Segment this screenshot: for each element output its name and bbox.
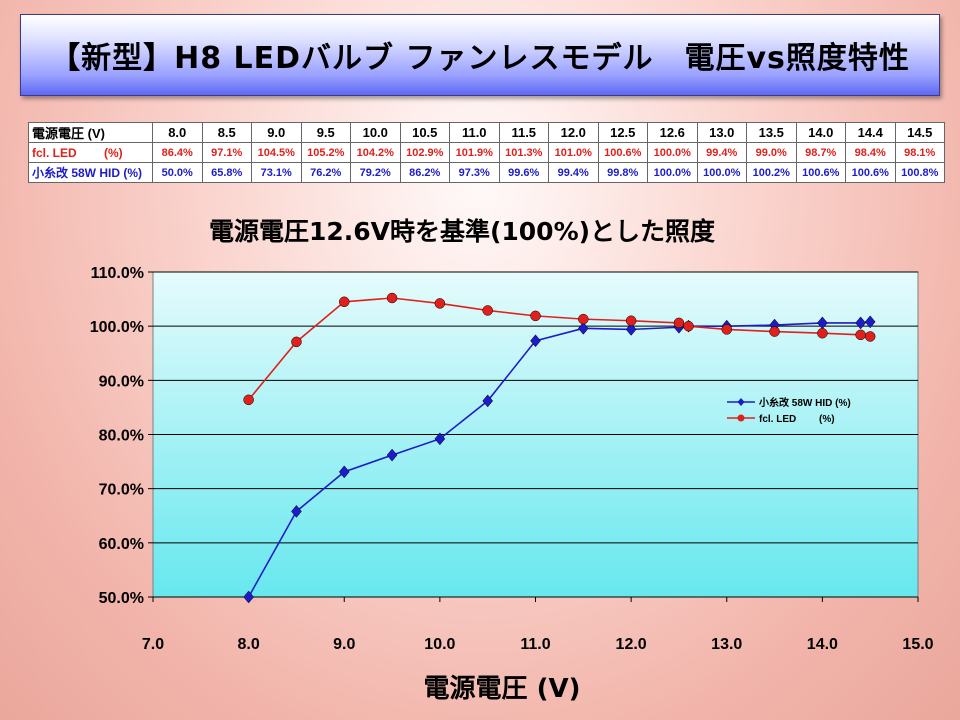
x-axis-title: 電源電圧 (V) [424,674,581,704]
legend-swatch-marker [737,398,745,406]
y-tick-label: 50.0% [99,590,144,607]
table-header-cell: 11.0 [449,122,500,143]
data-point [482,305,493,316]
data-point [817,327,828,339]
table-cell: 97.3% [449,162,500,183]
x-tick-label: 11.0 [520,636,550,653]
data-table: 電源電圧 (V) 8.0 8.5 9.0 9.5 10.0 10.5 11.0 11.5 12.0… [28,122,945,183]
x-tick-label: 9.0 [333,636,355,653]
data-point [243,394,254,406]
y-tick-label: 80.0% [99,428,144,445]
data-point [625,323,637,336]
table-cell: 105.2% [300,142,351,163]
data-point [673,317,685,329]
table-header-cell: 14.4 [845,122,896,143]
data-point [530,310,541,322]
y-tick-label: 70.0% [99,482,144,499]
legend-swatch-marker [737,414,745,422]
legend: 小糸改 58W HID (%) fcl. LED (%) [727,396,851,425]
y-tick-label: 60.0% [99,536,144,553]
data-point [339,296,350,308]
table-row: 小糸改 58W HID (%) 50.0% 65.8% 73.1% 76.2% 79.2%… [28,162,945,183]
chart-title: 電源電圧12.6V時を基準(100%)とした照度 [209,217,715,246]
table-row-label: 小糸改 58W HID (%) [28,162,153,183]
data-point [530,334,541,348]
table-cell: 99.4% [548,162,599,183]
x-tick-label: 7.0 [142,636,164,653]
x-tick-label: 15.0 [902,636,933,653]
data-point [386,292,398,304]
data-point [769,326,780,337]
table-cell: 79.2% [350,162,401,183]
data-point [434,432,446,446]
y-tick-label: 90.0% [99,373,144,390]
data-point [625,315,637,326]
data-point [291,505,302,518]
x-tick-label: 13.0 [711,636,742,653]
x-tick-label: 14.0 [807,636,838,653]
table-cell: 97.1% [201,142,252,163]
data-point [855,329,866,341]
y-tick-label: 110.0% [91,265,144,282]
data-point [243,590,254,604]
table-cell: 76.2% [300,162,351,183]
data-point [338,465,350,479]
table-header-cell: 11.5 [498,122,549,143]
table-cell: 99.6% [498,162,549,183]
table-cell: 99.8% [597,162,648,183]
data-point [577,321,589,335]
table-cell: 100.6% [845,162,896,183]
data-point [434,298,446,309]
table-cell: 99.0% [746,142,797,163]
table-header-cell: 8.0 [152,122,203,143]
table-cell: 98.4% [845,142,896,163]
data-point [855,316,866,330]
x-tick-label: 12.0 [616,636,647,653]
legend-entry: fcl. LED (%) [759,414,835,425]
series-layer [243,292,876,604]
table-cell: 104.2% [350,142,401,163]
axes: 50.0% 60.0% 70.0% 80.0% 90.0% 100.0% 110.0% 7.0… [90,265,934,653]
table-header-cell: 12.5 [597,122,648,143]
data-point [578,313,589,325]
table-header-cell: 13.5 [746,122,797,143]
table-header-cell: 10.0 [350,122,401,143]
series-led [243,292,876,406]
series-line [248,297,871,401]
data-point [864,315,876,329]
table-cell: 100.6% [795,162,846,183]
data-point [683,320,694,332]
table-cell: 100.2% [746,162,797,183]
data-point [291,336,302,348]
data-point [482,394,494,408]
table-cell: 65.8% [201,162,252,183]
data-point [864,331,876,342]
series-line [247,321,871,598]
legend-entry: 小糸改 58W HID (%) [758,396,851,409]
x-tick-label: 8.0 [238,636,260,653]
page-title: 【新型】H8 LEDバルブ ファンレスモデル 電圧vs照度特性 [50,41,910,76]
table-header-cell: 14.0 [795,122,846,143]
table-cell: 73.1% [251,162,302,183]
table-cell: 101.3% [498,142,549,163]
table-header-cell: 9.0 [251,122,302,143]
table-cell: 100.0% [696,162,747,183]
table-cell: 100.8% [894,162,945,183]
table-cell: 100.0% [647,162,698,183]
data-point [386,448,398,462]
table-header-cell: 12.6 [647,122,698,143]
y-tick-label: 100.0% [90,319,144,336]
x-tick-label: 10.0 [424,636,455,653]
table-header-cell: 12.0 [548,122,599,143]
title-banner: 【新型】H8 LEDバルブ ファンレスモデル 電圧vs照度特性 [20,14,940,96]
table-header-cell: 13.0 [696,122,747,143]
data-point [721,324,732,335]
